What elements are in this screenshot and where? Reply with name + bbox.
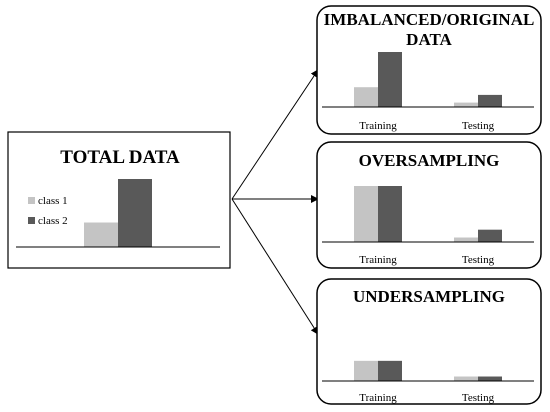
- legend: class 1 class 2: [28, 195, 68, 227]
- bar-testing-class1: [454, 376, 478, 381]
- arrow-to-imbalanced: [231, 69, 319, 200]
- bar-testing-class2: [478, 94, 502, 107]
- bar-training-class1: [354, 360, 378, 381]
- panel-bars: [354, 360, 502, 381]
- legend-label-class2: class 2: [38, 215, 68, 227]
- panel-bars: [354, 52, 502, 107]
- legend-swatch-class1: [28, 197, 35, 204]
- panel-title-line: UNDERSAMPLING: [353, 287, 505, 306]
- total-bar-class2: [118, 179, 152, 247]
- panel-title-line: OVERSAMPLING: [359, 151, 500, 170]
- arrow-to-undersampling: [231, 198, 319, 335]
- legend-label-class1: class 1: [38, 195, 68, 207]
- bar-training-class1: [354, 87, 378, 107]
- group-label-training: Training: [359, 254, 397, 266]
- bar-training-class2: [378, 360, 402, 381]
- panel-title-line: DATA: [406, 30, 452, 49]
- panel-bars: [354, 186, 502, 242]
- arrows: [231, 69, 319, 335]
- group-label-training: Training: [359, 120, 397, 132]
- bar-testing-class2: [478, 376, 502, 381]
- group-label-training: Training: [359, 392, 397, 404]
- bar-testing-class1: [454, 237, 478, 242]
- bar-training-class1: [354, 186, 378, 242]
- panel-title-line: IMBALANCED/ORIGINAL: [324, 10, 535, 29]
- bar-training-class2: [378, 186, 402, 242]
- group-label-testing: Testing: [462, 392, 495, 404]
- bar-training-class2: [378, 52, 402, 107]
- panel-imbalanced: IMBALANCED/ORIGINAL DATA Training Testin…: [316, 5, 542, 135]
- legend-swatch-class2: [28, 217, 35, 224]
- group-label-testing: Testing: [462, 254, 495, 266]
- bar-testing-class1: [454, 102, 478, 107]
- total-bar-class1: [84, 222, 118, 247]
- panel-oversampling: OVERSAMPLING Training Testing: [316, 141, 542, 269]
- panel-undersampling: UNDERSAMPLING Training Testing: [316, 278, 542, 405]
- bar-testing-class2: [478, 229, 502, 242]
- total-data-box: TOTAL DATA class 1 class 2: [7, 131, 231, 269]
- group-label-testing: Testing: [462, 120, 495, 132]
- total-data-title: TOTAL DATA: [60, 147, 180, 168]
